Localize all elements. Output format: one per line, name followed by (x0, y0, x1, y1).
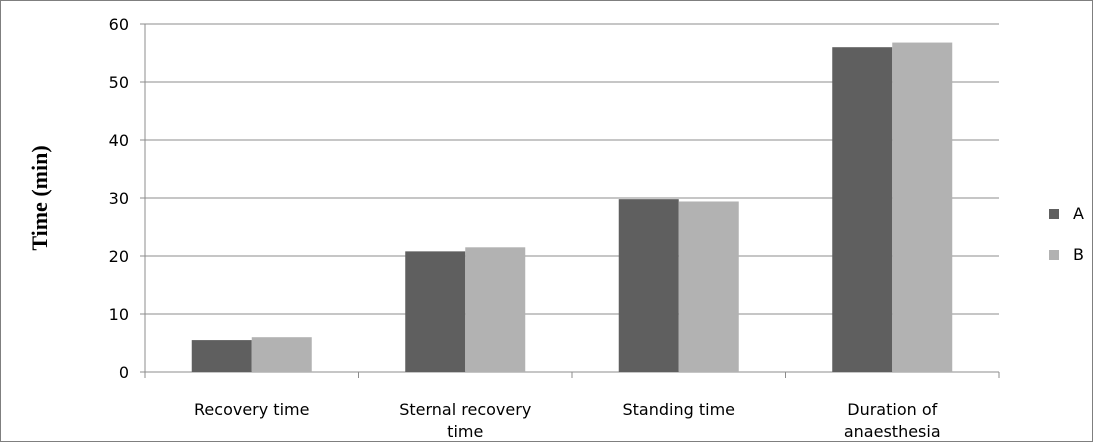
y-tick-label: 10 (109, 305, 129, 324)
bar-b (465, 247, 526, 372)
legend-swatch-a (1049, 209, 1059, 219)
bar-a (618, 199, 679, 372)
x-category-label: anaesthesia (844, 422, 941, 441)
x-category-label: time (447, 422, 483, 441)
y-tick-label: 60 (109, 15, 129, 34)
y-tick-label: 40 (109, 131, 129, 150)
x-category-label: Standing time (622, 400, 735, 419)
legend-label-b: B (1073, 245, 1084, 264)
x-category-label: Recovery time (194, 400, 309, 419)
bar-a (405, 251, 466, 372)
x-category-labels: Recovery time Sternal recovery time Standin… (194, 400, 941, 441)
bars (191, 42, 953, 373)
bar-b (892, 42, 953, 373)
y-tick-labels: 0 10 20 30 40 50 60 (109, 15, 129, 382)
y-tick-label: 0 (119, 363, 129, 382)
legend-swatch-b (1049, 250, 1059, 260)
x-category-label: Sternal recovery (399, 400, 531, 419)
bar-a (191, 340, 252, 372)
y-tick-label: 20 (109, 247, 129, 266)
legend-label-a: A (1073, 204, 1084, 223)
x-category-label: Duration of (847, 400, 937, 419)
bar-a (832, 47, 893, 372)
bar-b (678, 201, 739, 372)
y-tick-label: 50 (109, 73, 129, 92)
y-tick-label: 30 (109, 189, 129, 208)
legend: AB (1049, 204, 1084, 264)
y-axis-label: Time (min) (27, 145, 52, 250)
bar-b (251, 337, 312, 372)
